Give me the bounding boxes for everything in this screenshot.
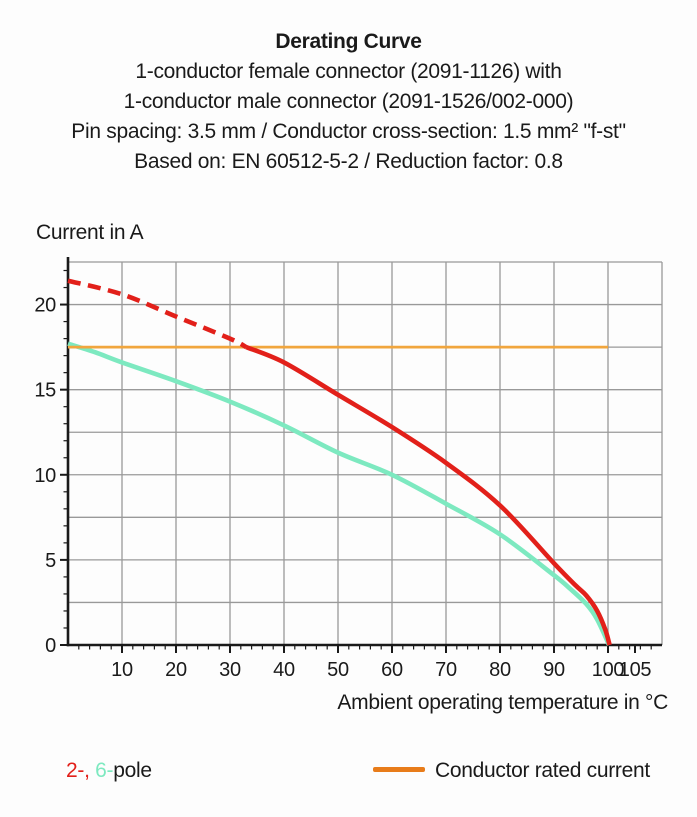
legend-rated-current: Conductor rated current [373, 759, 668, 783]
series-2-pole [245, 344, 612, 646]
y-tick-label: 15 [34, 380, 56, 402]
x-tick-label: 100 [592, 659, 625, 681]
chart-subtitle-line-3: Pin spacing: 3.5 mm / Conductor cross-se… [71, 120, 626, 143]
y-tick-label: 10 [34, 465, 56, 487]
x-tick-label: 60 [381, 659, 403, 681]
x-tick-label: 20 [165, 659, 187, 681]
rated-current-swatch [373, 766, 425, 772]
x-tick-label: 50 [327, 659, 349, 681]
y-axis-title: Current in A [36, 221, 144, 244]
chart-header: Derating Curve 1-conductor female connec… [0, 27, 697, 177]
y-tick-label: 0 [45, 635, 56, 657]
x-tick-label: 105 [619, 659, 652, 681]
legend-pole-suffix: pole [113, 759, 152, 782]
series-2-pole-dashed [67, 278, 248, 350]
x-tick-label: 40 [273, 659, 295, 681]
chart-subtitle-line-1: 1-conductor female connector (2091-1126)… [135, 60, 562, 83]
x-tick-label: 80 [489, 659, 511, 681]
x-tick-label: 10 [111, 659, 133, 681]
chart-title: Derating Curve [275, 30, 422, 53]
y-tick-label: 20 [34, 295, 56, 317]
legend-2pole-label: 2-, [66, 759, 90, 782]
x-tick-label: 70 [435, 659, 457, 681]
x-axis-title: Ambient operating temperature in °C [337, 691, 668, 714]
x-tick-label: 30 [219, 659, 241, 681]
chart-subtitle-line-2: 1-conductor male connector (2091-1526/00… [123, 90, 574, 113]
series-6-pole [67, 341, 612, 646]
legend-6pole-label: 6- [89, 759, 114, 782]
rated-current-label: Conductor rated current [435, 759, 650, 782]
x-tick-label: 90 [543, 659, 565, 681]
y-tick-label: 5 [45, 550, 56, 572]
chart-subtitle-line-4: Based on: EN 60512-5-2 / Reduction facto… [134, 150, 563, 173]
legend-pole-counts: 2-, 6-pole [66, 759, 152, 783]
